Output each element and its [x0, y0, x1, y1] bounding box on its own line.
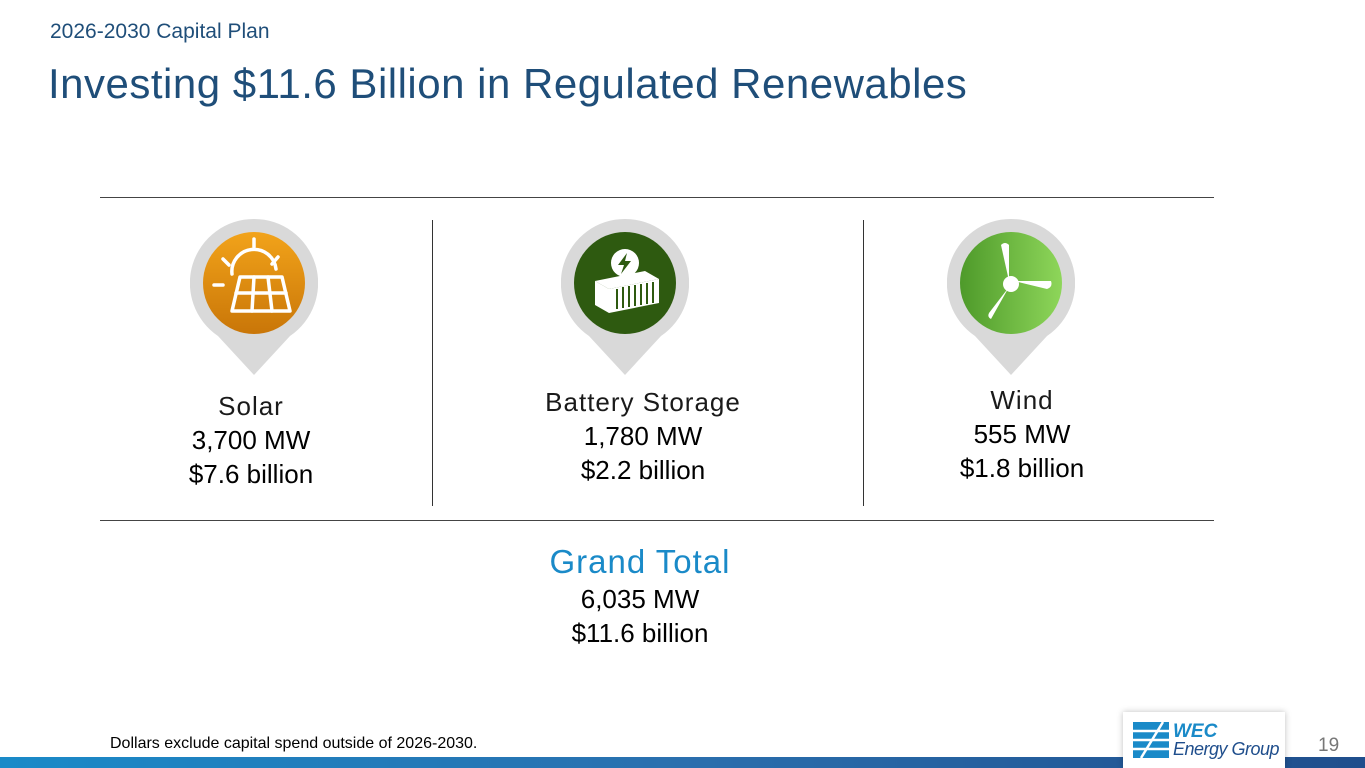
- category-name: Battery Storage: [545, 387, 741, 417]
- category-name: Wind: [990, 385, 1054, 415]
- category-cost: $2.2 billion: [580, 455, 706, 485]
- grand-total-label: Grand Total: [549, 543, 731, 580]
- grand-total-cost: $11.6 billion: [571, 618, 709, 648]
- grand-total: Grand Total 6,035 MW $11.6 billion: [490, 542, 790, 650]
- solar-pin: [190, 219, 318, 377]
- page-number: 19: [1318, 735, 1340, 756]
- section-label: 2026-2030 Capital Plan: [50, 20, 270, 43]
- category-capacity: 555 MW: [973, 419, 1071, 449]
- column-divider-1: [432, 220, 433, 506]
- category-capacity: 1,780 MW: [583, 421, 703, 451]
- footer-bar: [0, 757, 1365, 768]
- wind-pin: [947, 219, 1075, 377]
- category-cost: $7.6 billion: [188, 459, 314, 489]
- company-logo: WEC Energy Group: [1123, 712, 1285, 768]
- page-title: Investing $11.6 Billion in Regulated Ren…: [48, 60, 968, 107]
- category-name: Solar: [218, 391, 284, 421]
- wec-logo-icon: [1133, 722, 1169, 758]
- column-divider-2: [863, 220, 864, 506]
- category-battery-storage: Battery Storage 1,780 MW $2.2 billion: [493, 386, 793, 487]
- category-wind: Wind 555 MW $1.8 billion: [872, 384, 1172, 485]
- category-capacity: 3,700 MW: [191, 425, 311, 455]
- category-solar: Solar 3,700 MW $7.6 billion: [101, 390, 401, 491]
- footnote: Dollars exclude capital spend outside of…: [110, 735, 478, 752]
- battery-container-icon: [595, 249, 659, 313]
- wind-turbine-icon: [988, 243, 1052, 319]
- bottom-divider: [100, 520, 1214, 521]
- logo-text-wec: WEC: [1173, 721, 1218, 742]
- category-cost: $1.8 billion: [959, 453, 1085, 483]
- battery-pin: [561, 219, 689, 377]
- solar-panel-icon: [212, 237, 292, 313]
- grand-total-capacity: 6,035 MW: [580, 584, 700, 614]
- top-divider: [100, 197, 1214, 198]
- logo-text-energy-group: Energy Group: [1173, 739, 1280, 759]
